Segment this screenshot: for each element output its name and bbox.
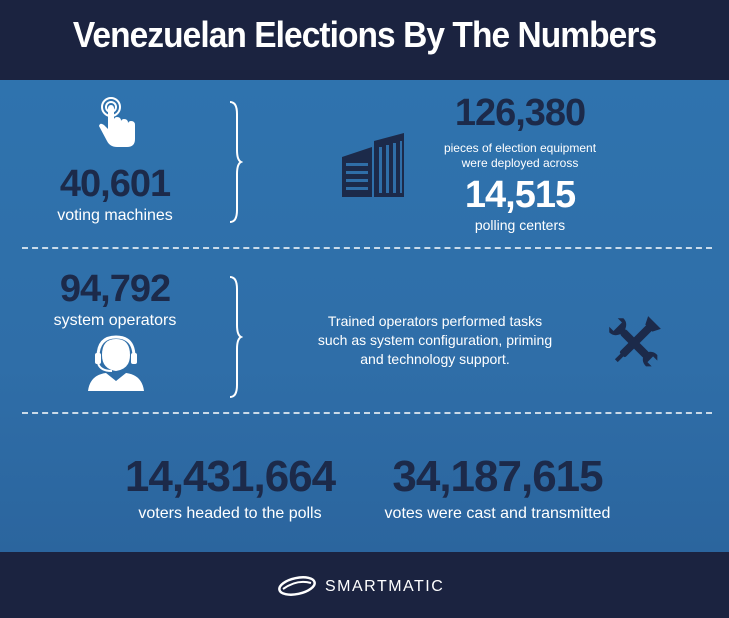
operators-description-line2: such as system configuration, priming (317, 332, 553, 348)
brace-divider (229, 101, 243, 223)
operators-number: 94,792 (59, 268, 171, 310)
votes-number: 34,187,615 (392, 452, 603, 501)
centers-label: polling centers (474, 217, 566, 233)
operators-description-line3: and technology support. (360, 351, 510, 367)
operators-description-line1: Trained operators performed tasks (327, 313, 543, 329)
hand-pointer-icon (99, 97, 135, 147)
smartmatic-logo-icon (278, 576, 316, 596)
wrench-screwdriver-icon (609, 316, 661, 367)
equipment-number: 126,380 (454, 92, 586, 134)
votes-label: votes were cast and transmitted (384, 505, 611, 522)
section-divider-1 (22, 247, 712, 249)
centers-number: 14,515 (464, 174, 576, 216)
voters-number: 14,431,664 (124, 452, 336, 501)
brace-divider (229, 276, 243, 398)
building-icon (342, 133, 404, 197)
equipment-label-line2: were deployed across (461, 156, 579, 170)
page-title: Venezuelan Elections By The Numbers (72, 14, 657, 55)
voters-label: voters headed to the polls (138, 505, 322, 522)
operators-label: system operators (53, 312, 177, 329)
machines-number: 40,601 (59, 163, 171, 205)
footer-bar (0, 552, 729, 618)
header-bar: Venezuelan Elections By The Numbers (0, 0, 729, 80)
brand-name: SMARTMATIC (325, 578, 445, 595)
section-divider-2 (22, 412, 712, 414)
machines-label: voting machines (57, 207, 173, 224)
headset-operator-icon (88, 335, 144, 391)
equipment-label-line1: pieces of election equipment (443, 141, 597, 155)
